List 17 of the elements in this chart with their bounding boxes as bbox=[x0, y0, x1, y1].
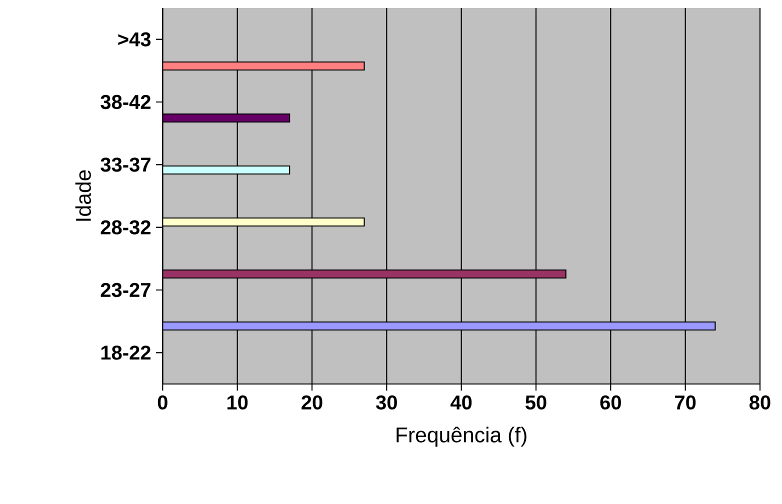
x-tick-label: 20 bbox=[302, 395, 322, 410]
x-tick-label: 0 bbox=[158, 395, 168, 410]
x-tick-label: 70 bbox=[675, 395, 696, 410]
y-tick-label: 18-22 bbox=[101, 346, 150, 360]
x-tick-label: 30 bbox=[376, 395, 397, 410]
y-tick-label: 38-42 bbox=[100, 94, 150, 110]
y-tick-label: 33-37 bbox=[100, 158, 150, 172]
x-tick-label: 40 bbox=[450, 395, 472, 410]
x-tick-label: 60 bbox=[600, 395, 621, 410]
y-tick-label: 23-27 bbox=[100, 282, 150, 298]
y-tick-label: >43 bbox=[118, 32, 151, 46]
x-tick-label: 10 bbox=[227, 395, 248, 410]
y-axis-title: Idade bbox=[75, 170, 91, 221]
x-axis-title: Frequência (f) bbox=[396, 426, 526, 447]
x-tick-label: 50 bbox=[525, 395, 546, 410]
y-tick-label: 28-32 bbox=[100, 220, 150, 234]
x-tick-label: 80 bbox=[750, 395, 770, 410]
